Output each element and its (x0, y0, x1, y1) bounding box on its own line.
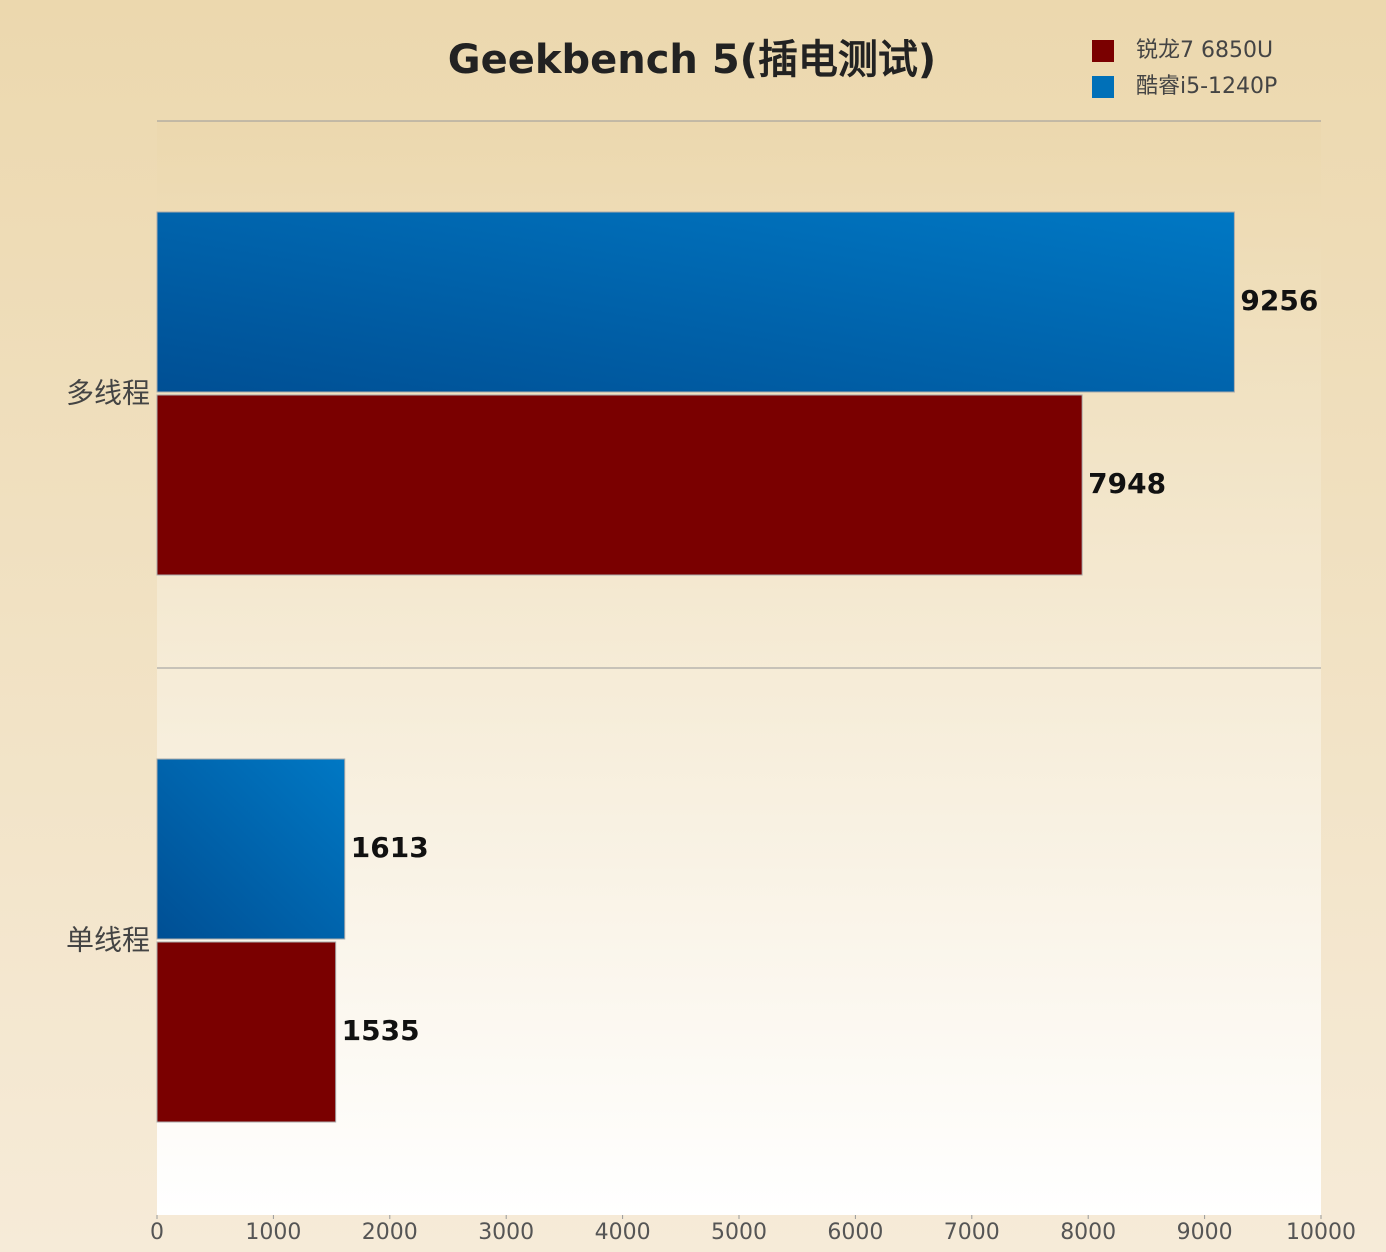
legend-swatch (1092, 40, 1114, 62)
x-tick-label: 1000 (245, 1220, 301, 1245)
x-tick-label: 4000 (595, 1220, 651, 1245)
x-tick-label: 5000 (711, 1220, 767, 1245)
y-tick-label: 单线程 (66, 924, 150, 957)
chart-title: Geekbench 5(插电测试) (448, 37, 936, 83)
data-label: 1535 (342, 1014, 420, 1047)
x-tick-label: 6000 (827, 1220, 883, 1245)
x-tick-label: 0 (150, 1220, 164, 1245)
x-tick-label: 7000 (944, 1220, 1000, 1245)
bar (156, 394, 1083, 576)
x-tick-label: 8000 (1060, 1220, 1116, 1245)
y-tick-label: 多线程 (66, 377, 150, 410)
legend-swatch (1092, 76, 1114, 98)
data-label: 7948 (1088, 467, 1166, 500)
x-tick-label: 9000 (1177, 1220, 1233, 1245)
legend-label: 锐龙7 6850U (1136, 38, 1273, 63)
bar (156, 758, 346, 940)
data-label: 9256 (1240, 284, 1318, 317)
x-tick-label: 2000 (362, 1220, 418, 1245)
data-label: 1613 (351, 831, 429, 864)
bar (156, 941, 337, 1123)
x-tick-label: 3000 (478, 1220, 534, 1245)
legend-label: 酷睿i5-1240P (1136, 74, 1277, 99)
bar (156, 211, 1235, 393)
x-tick-label: 10000 (1286, 1220, 1356, 1245)
